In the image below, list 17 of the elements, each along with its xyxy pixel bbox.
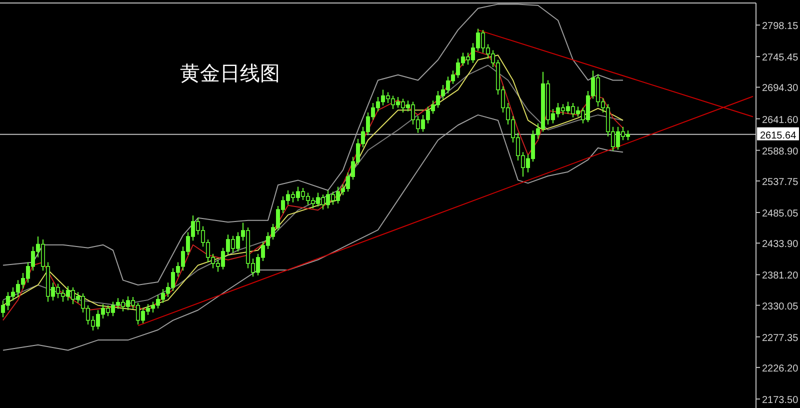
y-tick-label: 2226.20 [762,363,799,374]
y-tick-label: 2798.15 [762,21,799,32]
y-tick-label: 2381.20 [762,270,799,282]
y-tick-label: 2433.90 [762,239,799,250]
y-tick-label: 2485.05 [762,208,799,220]
line-series [2,114,624,351]
text: 黄金日线图 [180,63,280,85]
y-tick-label: 2330.05 [762,301,799,312]
y-tick-label: 2588.90 [762,146,799,158]
y-tick-label: 2173.50 [762,395,799,406]
ref-line-label: 2615.64 [760,130,797,142]
y-tick-label: 2745.45 [762,52,799,64]
y-tick-label: 2277.35 [762,332,799,344]
line-series [2,4,624,286]
y-tick-label: 2641.60 [762,114,799,126]
y-tick-label: 2694.30 [762,83,799,94]
y-tick-label: 2537.75 [762,176,799,188]
